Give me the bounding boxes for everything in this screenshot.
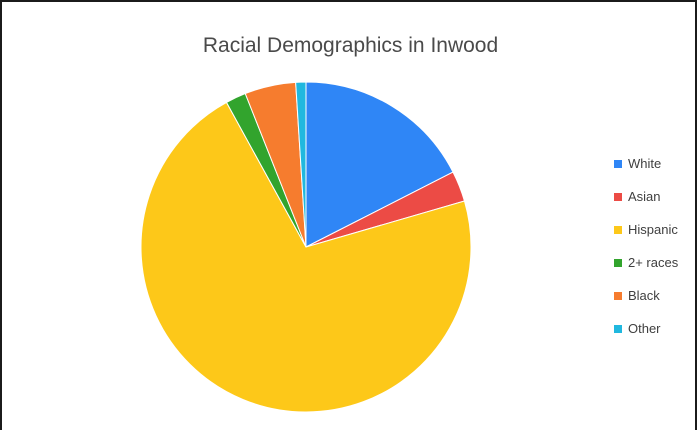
legend-swatch bbox=[614, 258, 622, 267]
legend-item-hispanic: Hispanic bbox=[614, 221, 678, 238]
legend-label: Asian bbox=[628, 189, 661, 204]
legend-swatch bbox=[614, 324, 622, 333]
legend: White Asian Hispanic 2+ races Black Other bbox=[614, 155, 678, 353]
legend-swatch bbox=[614, 225, 622, 234]
legend-label: White bbox=[628, 156, 662, 171]
legend-item-black: Black bbox=[614, 287, 678, 304]
pie-slice-white bbox=[305, 81, 454, 248]
legend-label: 2+ races bbox=[628, 255, 679, 270]
legend-label: Hispanic bbox=[628, 222, 678, 237]
pie-slice-hispanic bbox=[140, 101, 472, 413]
legend-item-asian: Asian bbox=[614, 188, 678, 205]
legend-swatch bbox=[614, 291, 622, 300]
pie-slice-other bbox=[295, 81, 307, 248]
legend-swatch bbox=[614, 159, 622, 168]
legend-label: Other bbox=[628, 321, 661, 336]
legend-item-other: Other bbox=[614, 320, 678, 337]
legend-swatch bbox=[614, 192, 622, 201]
chart-title: Racial Demographics in Inwood bbox=[202, 34, 499, 57]
legend-item-2-races: 2+ races bbox=[614, 254, 678, 271]
legend-label: Black bbox=[628, 288, 660, 303]
legend-item-white: White bbox=[614, 155, 678, 172]
